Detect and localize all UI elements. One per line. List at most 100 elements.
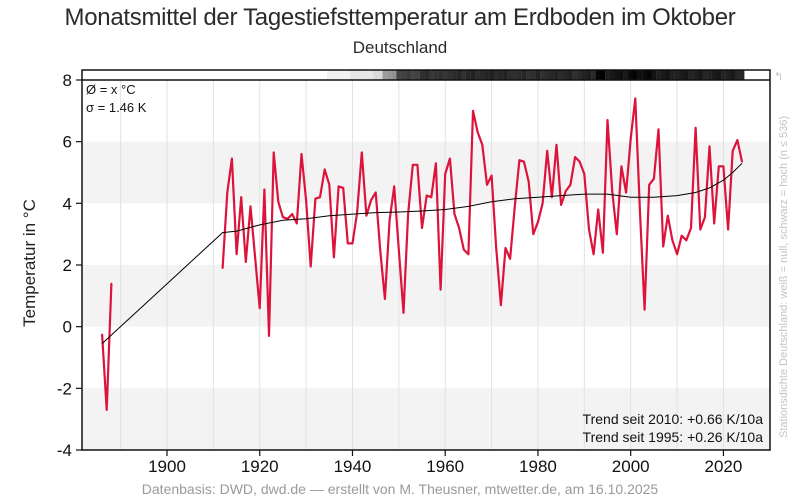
data-point (467, 253, 470, 256)
data-point (319, 196, 321, 199)
y-tick-label: 2 (63, 256, 72, 275)
data-point (328, 183, 331, 186)
data-point (615, 233, 618, 236)
density-cell (475, 70, 481, 80)
density-cell (558, 70, 564, 80)
y-tick-label: -4 (57, 441, 72, 460)
data-point (244, 261, 247, 263)
data-point (105, 409, 108, 411)
density-cell (642, 70, 648, 80)
density-cell (623, 70, 629, 80)
density-cell (470, 70, 476, 80)
data-point (713, 222, 716, 225)
background-bands (82, 141, 770, 450)
data-point (379, 250, 382, 253)
x-tick-label: 2020 (705, 457, 743, 476)
density-cell (442, 70, 448, 80)
density-cell (331, 70, 337, 80)
data-point (708, 145, 711, 148)
density-cell (512, 70, 518, 80)
data-point (110, 282, 113, 285)
data-point (569, 183, 572, 186)
data-point (532, 233, 535, 236)
data-point (495, 247, 498, 249)
density-cell (396, 70, 402, 80)
density-cell (581, 70, 587, 80)
density-cell (577, 70, 583, 80)
x-tick-label: 1900 (148, 457, 186, 476)
data-point (346, 242, 349, 245)
data-point (291, 213, 294, 216)
density-cell (489, 70, 494, 80)
data-point (652, 177, 655, 180)
density-cell (377, 70, 383, 80)
density-cell (549, 70, 555, 80)
density-cell (530, 70, 536, 80)
density-cell (535, 70, 541, 80)
data-point (490, 174, 493, 177)
density-cell (688, 70, 694, 80)
density-cell (373, 70, 379, 80)
density-cell (637, 70, 643, 80)
data-point (504, 247, 507, 249)
density-cell (363, 70, 369, 80)
density-cell (628, 70, 634, 80)
data-point (736, 139, 739, 142)
data-point (337, 185, 340, 188)
data-point (458, 227, 461, 229)
data-point (722, 165, 725, 168)
data-point (444, 173, 447, 175)
data-point (476, 131, 479, 134)
data-point (402, 311, 405, 314)
data-point (448, 157, 451, 160)
density-cell (711, 70, 717, 80)
data-point (411, 163, 414, 166)
arrow-icon: ↰ (774, 71, 783, 83)
background-band (82, 141, 770, 204)
data-point (671, 239, 674, 242)
x-tick-label: 1920 (241, 457, 279, 476)
data-point (277, 200, 280, 203)
data-point (639, 211, 641, 214)
data-point (564, 190, 567, 192)
data-point (629, 137, 632, 140)
data-point (537, 220, 539, 223)
trend-2010-annotation: Trend seit 2010: +0.66 K/10a (583, 411, 764, 427)
density-cell (401, 70, 406, 80)
data-point (430, 196, 433, 199)
density-cell (503, 70, 508, 80)
data-point (333, 256, 335, 259)
footer-credits: Datenbasis: DWD, dwd.de — erstellt von M… (141, 481, 659, 497)
data-point (583, 173, 586, 175)
sigma-annotation: σ = 1.46 K (86, 100, 147, 115)
y-tick-label: 0 (63, 318, 72, 337)
density-cell (382, 70, 388, 80)
density-cell (707, 70, 712, 80)
data-point (235, 253, 238, 256)
density-cell (665, 70, 671, 80)
trend-1995-annotation: Trend seit 1995: +0.26 K/10a (583, 429, 764, 445)
data-point (314, 197, 317, 200)
data-point (523, 160, 525, 163)
data-point (662, 245, 665, 248)
data-point (295, 222, 298, 225)
data-point (560, 203, 563, 206)
data-point (407, 213, 410, 216)
density-cell (517, 70, 522, 80)
data-point (513, 205, 516, 208)
data-point (263, 188, 266, 191)
density-cell (614, 70, 620, 80)
data-point (588, 228, 590, 231)
density-cell (433, 70, 439, 80)
data-point (601, 251, 604, 254)
data-point (541, 202, 544, 205)
density-cell (632, 70, 638, 80)
data-point (462, 248, 465, 251)
data-point (694, 126, 697, 129)
data-point (360, 151, 363, 154)
data-point (592, 253, 595, 256)
density-cell (586, 70, 592, 80)
density-cell (697, 70, 703, 80)
density-cell (619, 70, 624, 80)
